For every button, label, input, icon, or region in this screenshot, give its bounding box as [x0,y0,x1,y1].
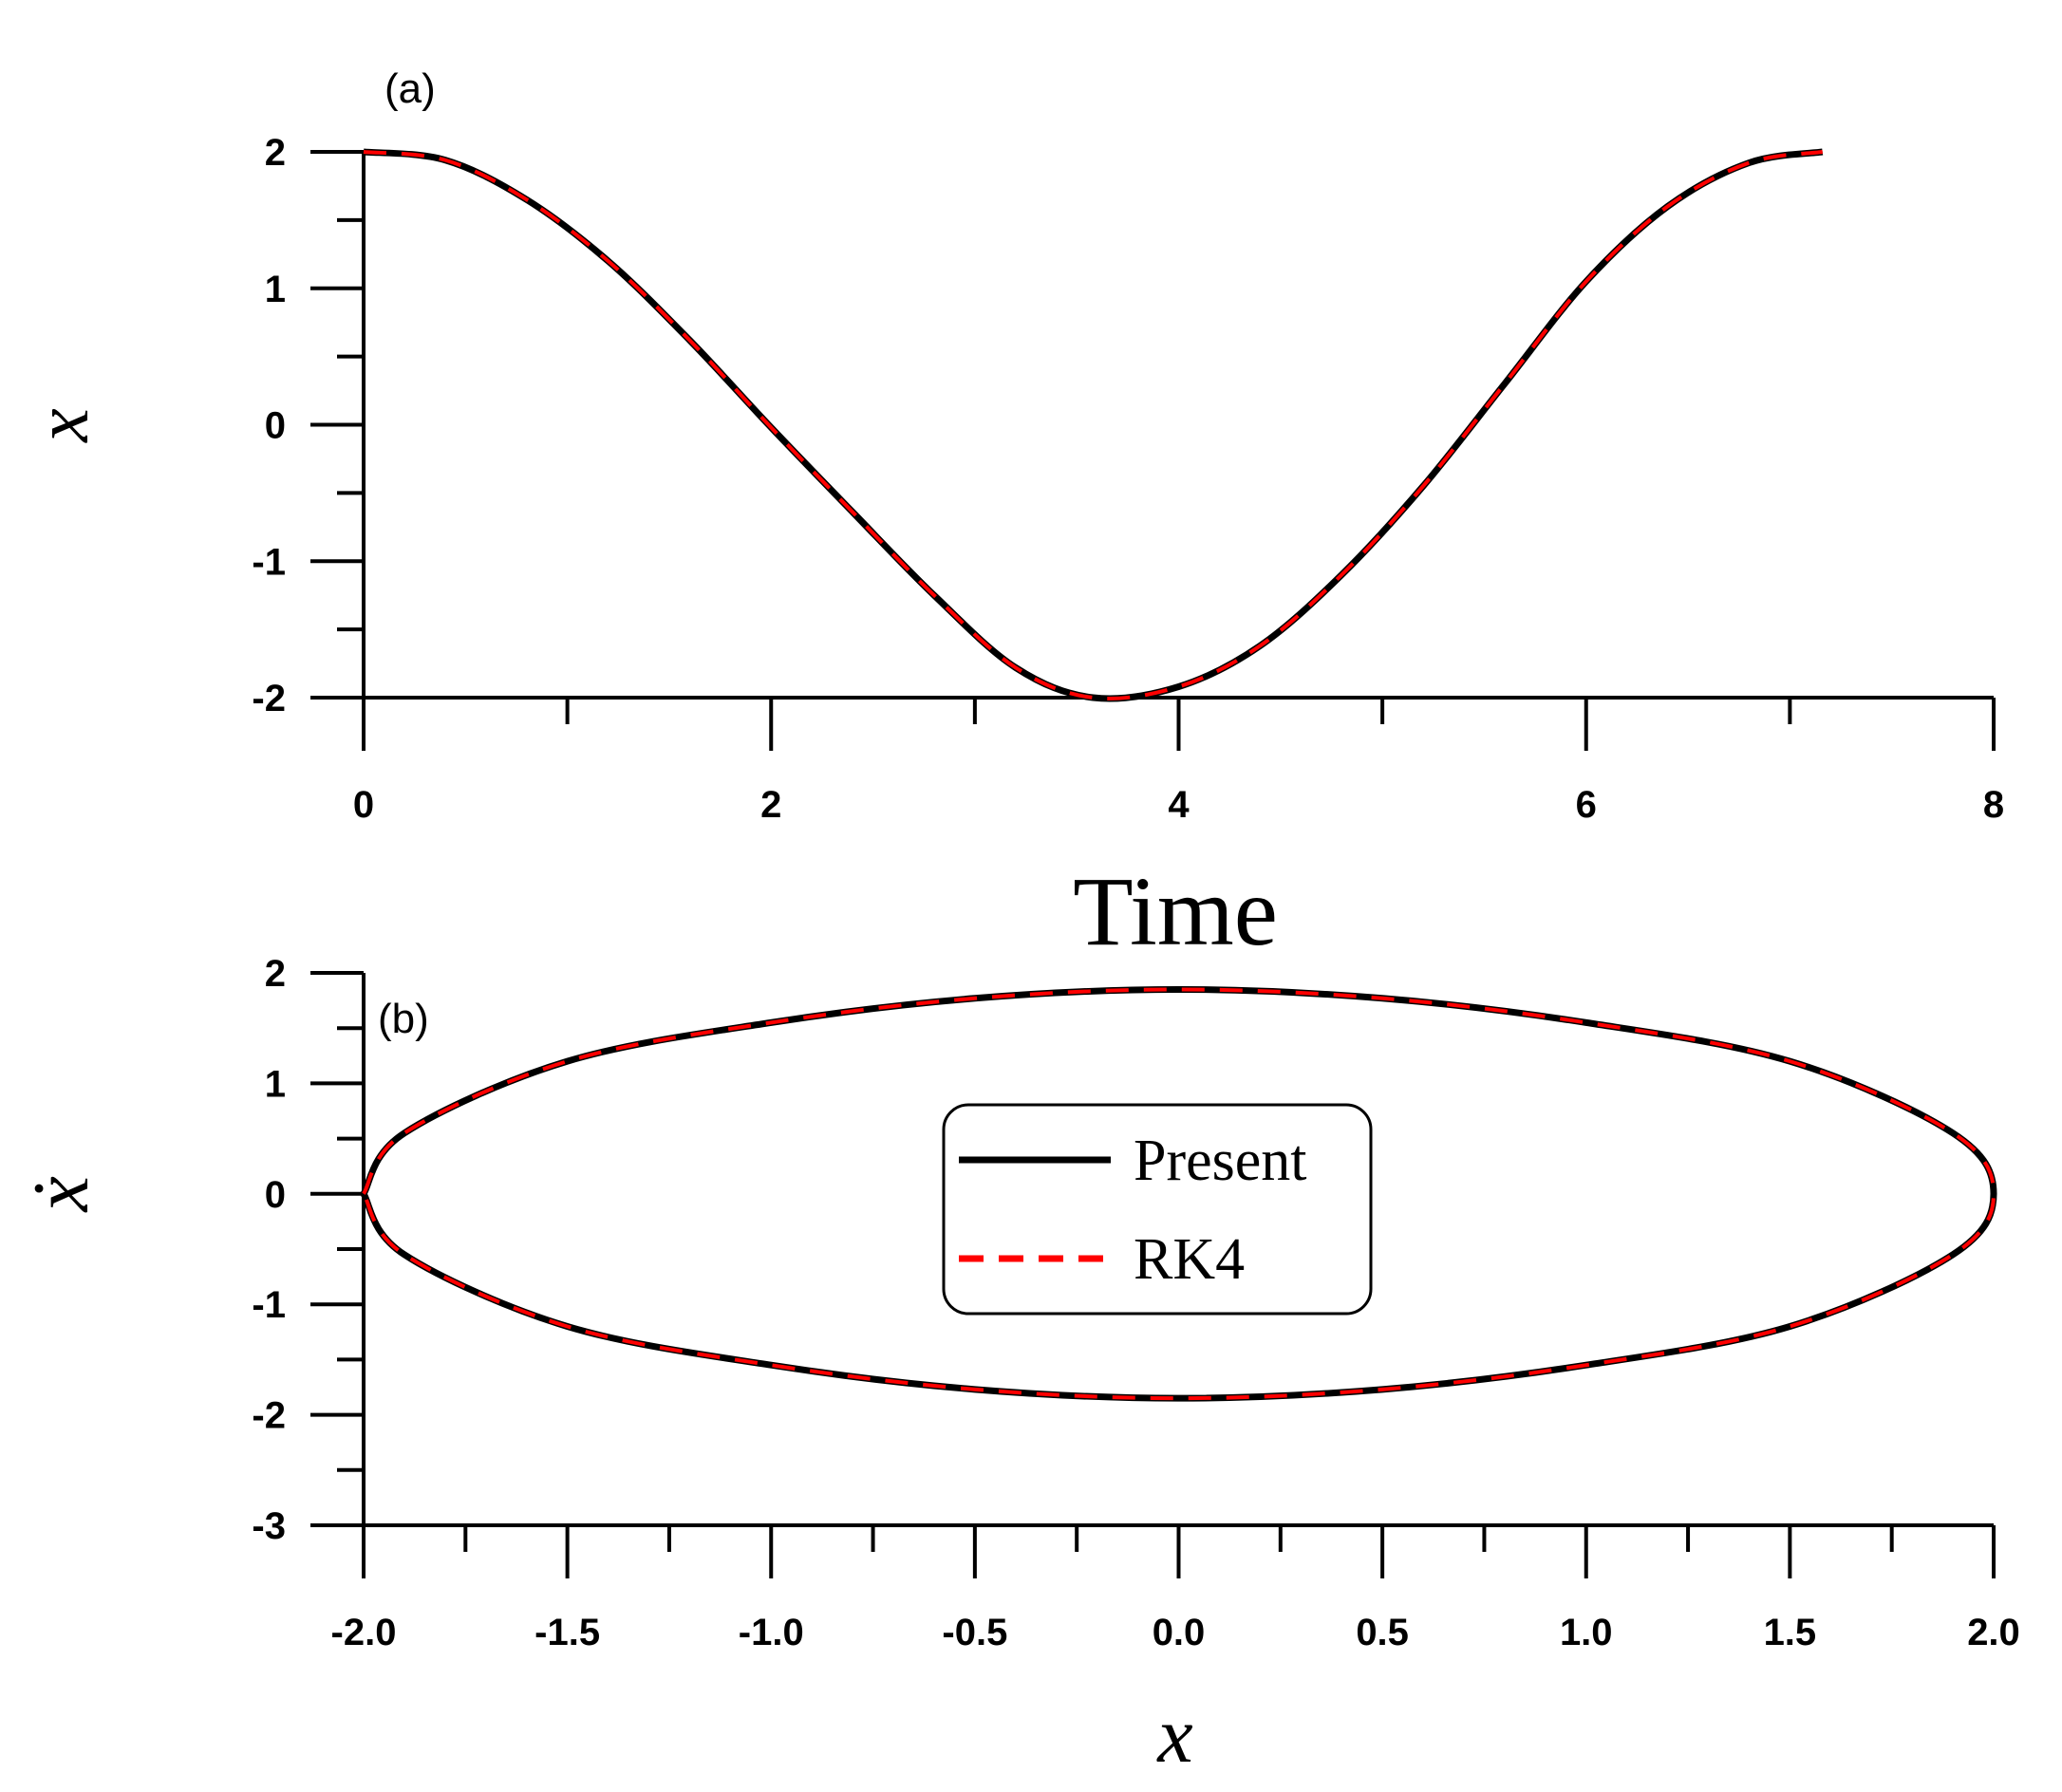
panel-a-xlabel: Time [1073,857,1278,966]
series-present-a [363,148,1824,702]
x-tick-label-b: 1.5 [1764,1612,1817,1653]
panel-b-ticks: 2 1 0 -1 -2 -3 -2.0 -1.5 -1.0 -0.5 0.0 0.5 1.0 1.5 2.0 [252,953,2019,1653]
panel-a-series [363,148,1824,702]
x-tick-label-b: 0.5 [1356,1612,1409,1653]
x-tick-label-b: -2.0 [331,1612,397,1653]
x-tick-label-b: -1.5 [534,1612,600,1653]
y-tick-label-b: 1 [265,1063,286,1105]
panel-b-label: (b) [378,996,429,1042]
panel-a-ticks: 2 1 0 -1 -2 0 2 4 6 8 [252,132,2004,826]
panel-b: (b) 2 1 0 -1 -2 -3 -2.0 -1.5 -1.0 -0.5 0.0 0.5 1.0 1.… [17,953,2020,1780]
y-tick-label-a: -1 [252,541,286,583]
legend-label-rk4: RK4 [1134,1227,1245,1292]
x-tick-label-b: -1.0 [739,1612,804,1653]
y-tick-label-b: -1 [252,1284,286,1326]
y-tick-label-b: -2 [252,1395,286,1437]
panel-a-label: (a) [384,65,436,112]
series-rk4-a [363,150,1824,700]
legend: Present RK4 [942,1103,1373,1316]
y-tick-label-a: -2 [252,678,286,719]
y-tick-label-b: 2 [265,953,286,995]
y-tick-label-a: 2 [265,132,286,174]
panel-a: (a) 2 1 0 -1 -2 0 2 4 6 8 Time x [21,65,2004,966]
x-tick-label-b: 2.0 [1967,1612,2020,1653]
y-tick-label-a: 0 [265,405,286,447]
series-rk4-b [362,987,1996,1401]
panel-a-axes [362,152,1994,700]
x-tick-label-b: -0.5 [942,1612,1007,1653]
y-tick-label-b: -3 [252,1505,286,1547]
panel-b-series [360,985,1997,1402]
y-tick-label-b: 0 [265,1174,286,1216]
panel-a-ylabel: x [21,408,104,443]
panel-b-xlabel: x [1155,1691,1192,1780]
x-tick-label-a: 0 [353,784,374,826]
x-tick-label-b: 1.0 [1560,1612,1613,1653]
legend-label-present: Present [1134,1129,1307,1193]
x-tick-label-a: 8 [1983,784,2004,826]
x-tick-label-a: 2 [760,784,781,826]
panel-b-ylabel: ẋ [17,1176,105,1212]
y-tick-label-a: 1 [265,269,286,310]
x-tick-label-a: 6 [1576,784,1597,826]
x-tick-label-b: 0.0 [1153,1612,1206,1653]
x-tick-label-a: 4 [1168,784,1190,826]
